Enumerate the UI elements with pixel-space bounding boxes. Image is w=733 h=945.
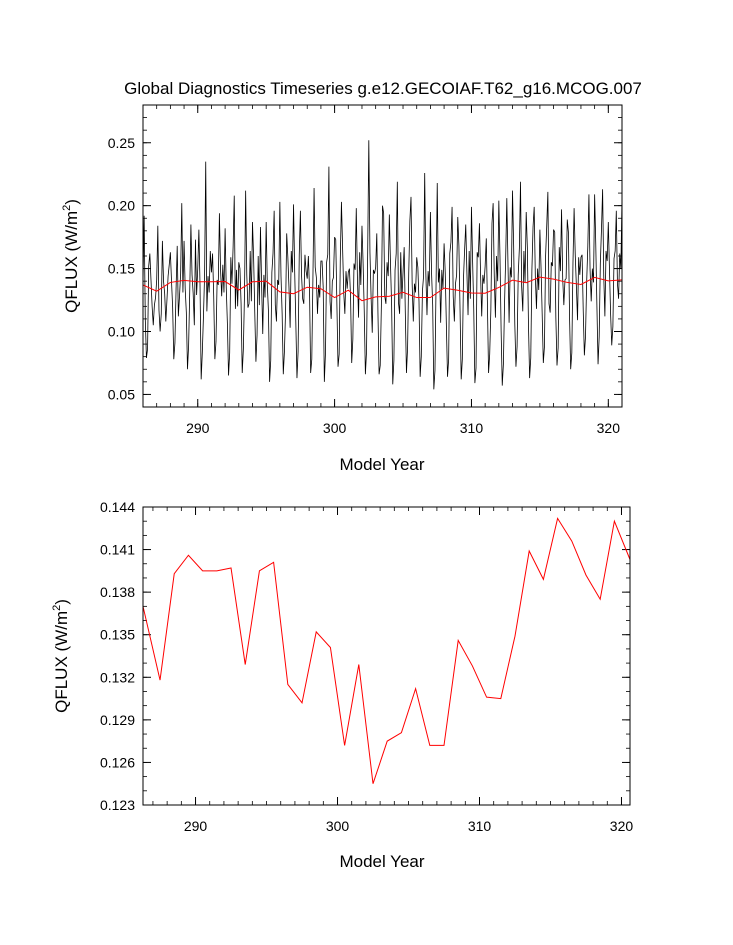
top-chart-y-tick-label: 0.10 (108, 324, 135, 340)
top-chart-x-axis-label: Model Year (339, 455, 424, 474)
top-chart-y-axis-label-close: ) (62, 199, 81, 205)
top-chart-x-tick-label: 320 (597, 420, 621, 436)
top-chart-y-tick-label: 0.20 (108, 198, 135, 214)
top-chart-y-axis-label-superscript: 2 (61, 205, 73, 211)
bottom-chart-x-tick-label: 320 (610, 818, 634, 834)
bottom-chart-frame (142, 506, 631, 806)
bottom-chart-y-tick-label: 0.144 (100, 499, 135, 515)
bottom-chart-x-tick-label: 300 (326, 818, 350, 834)
bottom-chart-y-tick-label: 0.123 (100, 797, 135, 813)
bottom-chart-ticks (143, 506, 630, 806)
top-chart-x-tick-label: 300 (323, 420, 347, 436)
bottom-chart-y-tick-label: 0.135 (100, 627, 135, 643)
bottom-chart-y-tick-label: 0.126 (100, 754, 135, 770)
bottom-chart-y-tick-label: 0.138 (100, 584, 135, 600)
top-chart-x-tick-label: 290 (186, 420, 210, 436)
bottom-chart-tick-labels: 290 300 310 320 0.123 0.126 0.129 0.132 0.135 0.1… (100, 499, 633, 834)
bottom-chart-x-tick-label: 310 (468, 818, 492, 834)
top-chart-y-tick-label: 0.05 (108, 386, 135, 402)
top-chart-series (143, 140, 622, 390)
bottom-chart-y-axis-label: QFLUX (W/m2) (51, 599, 71, 713)
bottom-chart-y-axis-label-superscript: 2 (51, 605, 63, 611)
top-chart-series-annual-mean-line (143, 276, 622, 302)
bottom-chart-y-axis-label-close: ) (52, 599, 71, 605)
bottom-chart-y-tick-label: 0.132 (100, 669, 135, 685)
bottom-chart-x-tick-label: 290 (184, 818, 208, 834)
bottom-chart-series-annual-mean-line (143, 517, 630, 784)
bottom-chart-y-tick-label: 0.129 (100, 712, 135, 728)
bottom-chart-y-axis-label-main: QFLUX (W/m (52, 611, 71, 713)
bottom-chart: 290 300 310 320 0.123 0.126 0.129 0.132 0.135 0.1… (51, 499, 633, 871)
top-chart-y-axis-label-main: QFLUX (W/m (62, 211, 81, 313)
top-chart-y-tick-label: 0.15 (108, 261, 135, 277)
top-chart-series-monthly-line (143, 140, 622, 390)
bottom-chart-series (143, 517, 630, 784)
top-chart-tick-labels: 290 300 310 320 0.05 0.10 0.15 0.20 0.25 (108, 135, 620, 436)
top-chart: 290 300 310 320 0.05 0.10 0.15 0.20 0.25 Model Y… (61, 104, 623, 474)
top-chart-y-axis-label: QFLUX (W/m2) (61, 199, 81, 313)
top-chart-y-tick-label: 0.25 (108, 135, 135, 151)
bottom-chart-x-axis-label: Model Year (339, 852, 424, 871)
top-chart-frame (142, 104, 623, 408)
bottom-chart-y-tick-label: 0.141 (100, 542, 135, 558)
top-chart-x-tick-label: 310 (460, 420, 484, 436)
figure-title: Global Diagnostics Timeseries g.e12.GECO… (124, 79, 642, 98)
